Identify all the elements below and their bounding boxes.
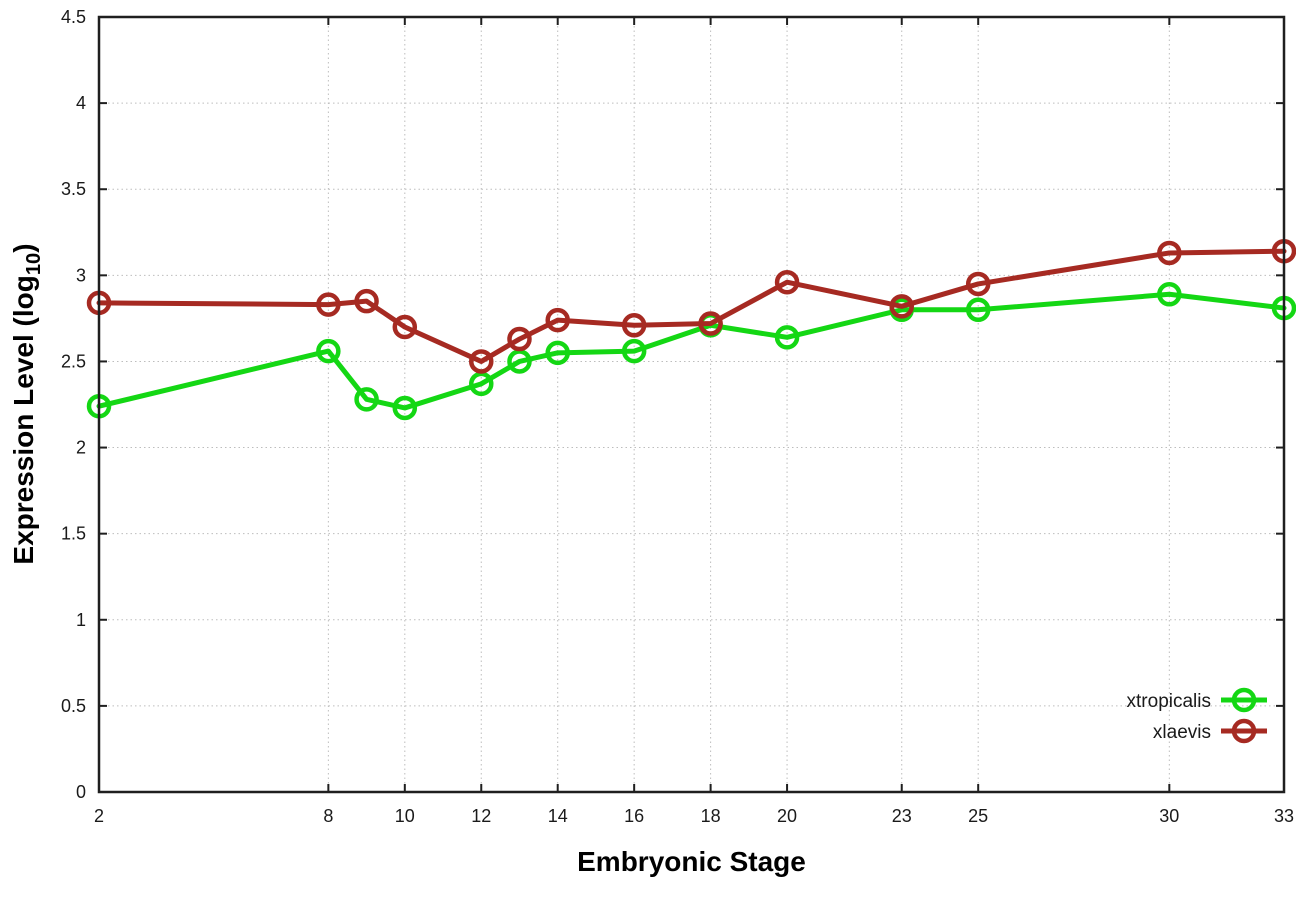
- data-point-xtropicalis: [965, 297, 991, 323]
- series-line-xtropicalis: [96, 291, 1287, 411]
- series-xlaevis: [86, 238, 1296, 374]
- data-point-xtropicalis: [507, 349, 532, 374]
- data-point-xtropicalis: [316, 338, 341, 364]
- data-point-xlaevis: [354, 288, 379, 314]
- data-point-xtropicalis: [469, 371, 494, 397]
- data-point-xlaevis: [698, 311, 723, 336]
- legend-entry-xtropicalis: xtropicalis: [1127, 687, 1267, 713]
- data-point-xlaevis: [621, 313, 647, 338]
- y-tick-label: 0: [76, 782, 86, 802]
- data-point-xtropicalis: [1157, 282, 1182, 307]
- data-point-xlaevis: [889, 294, 914, 319]
- y-tick-label: 2: [76, 438, 86, 458]
- x-tick-label: 18: [701, 806, 721, 826]
- y-tick-label: 4: [76, 93, 86, 113]
- x-tick-label: 30: [1159, 806, 1179, 826]
- x-tick-label: 14: [548, 806, 568, 826]
- legend-sample-marker: [1231, 687, 1257, 713]
- x-axis-title: Embryonic Stage: [577, 846, 806, 877]
- y-tick-label: 1.5: [61, 524, 86, 544]
- data-point-xtropicalis: [621, 338, 647, 364]
- y-tick-label: 1: [76, 610, 86, 630]
- data-point-xtropicalis: [545, 340, 570, 366]
- x-tick-label: 33: [1274, 806, 1294, 826]
- x-tick-label: 25: [968, 806, 988, 826]
- x-tick-label: 23: [892, 806, 912, 826]
- tick-marks: [98, 16, 1285, 793]
- legend-label: xlaevis: [1153, 722, 1211, 743]
- legend: xtropicalis xlaevis: [1127, 687, 1267, 744]
- data-point-xlaevis: [507, 326, 532, 352]
- data-point-xlaevis: [1157, 240, 1182, 266]
- y-tick-labels: 0 0.5 1 1.5 2 2.5 3 3.5 4 4.5: [61, 7, 86, 802]
- data-point-xlaevis: [545, 307, 570, 333]
- legend-sample-marker: [1231, 718, 1257, 744]
- y-tick-label: 3: [76, 265, 86, 285]
- x-tick-label: 10: [395, 806, 415, 826]
- y-axis-title-subscript: 10: [22, 252, 45, 276]
- data-point-xlaevis: [392, 314, 418, 340]
- y-axis-title-suffix: ): [8, 243, 40, 253]
- legend-entry-xlaevis: xlaevis: [1153, 718, 1267, 744]
- plot-border: [97, 15, 1286, 794]
- legend-label: xtropicalis: [1127, 691, 1211, 712]
- x-tick-label: 2: [94, 806, 104, 826]
- data-point-xtropicalis: [774, 325, 800, 350]
- y-tick-label: 3.5: [61, 179, 86, 199]
- x-tick-label: 12: [471, 806, 491, 826]
- y-axis-title-text: Expression Level (log: [8, 275, 40, 565]
- x-tick-label: 16: [624, 806, 644, 826]
- x-tick-label: 8: [323, 806, 333, 826]
- y-tick-label: 4.5: [61, 7, 86, 27]
- y-tick-label: 2.5: [61, 351, 86, 371]
- data-point-xtropicalis: [354, 387, 379, 412]
- data-point-xlaevis: [774, 269, 800, 295]
- data-point-xlaevis: [316, 292, 341, 317]
- series-line-xlaevis: [96, 248, 1287, 364]
- x-tick-label: 20: [777, 806, 797, 826]
- data-point-xlaevis: [965, 271, 991, 297]
- series-xtropicalis: [86, 282, 1296, 421]
- y-axis-title: Expression Level (log10): [8, 243, 46, 564]
- x-tick-labels: 2 8 10 12 14 16 18 20 23 25 30 33: [94, 806, 1294, 826]
- data-point-xlaevis: [469, 349, 494, 374]
- y-tick-label: 0.5: [61, 696, 86, 716]
- gridlines: [98, 16, 1285, 793]
- data-point-xtropicalis: [392, 395, 418, 421]
